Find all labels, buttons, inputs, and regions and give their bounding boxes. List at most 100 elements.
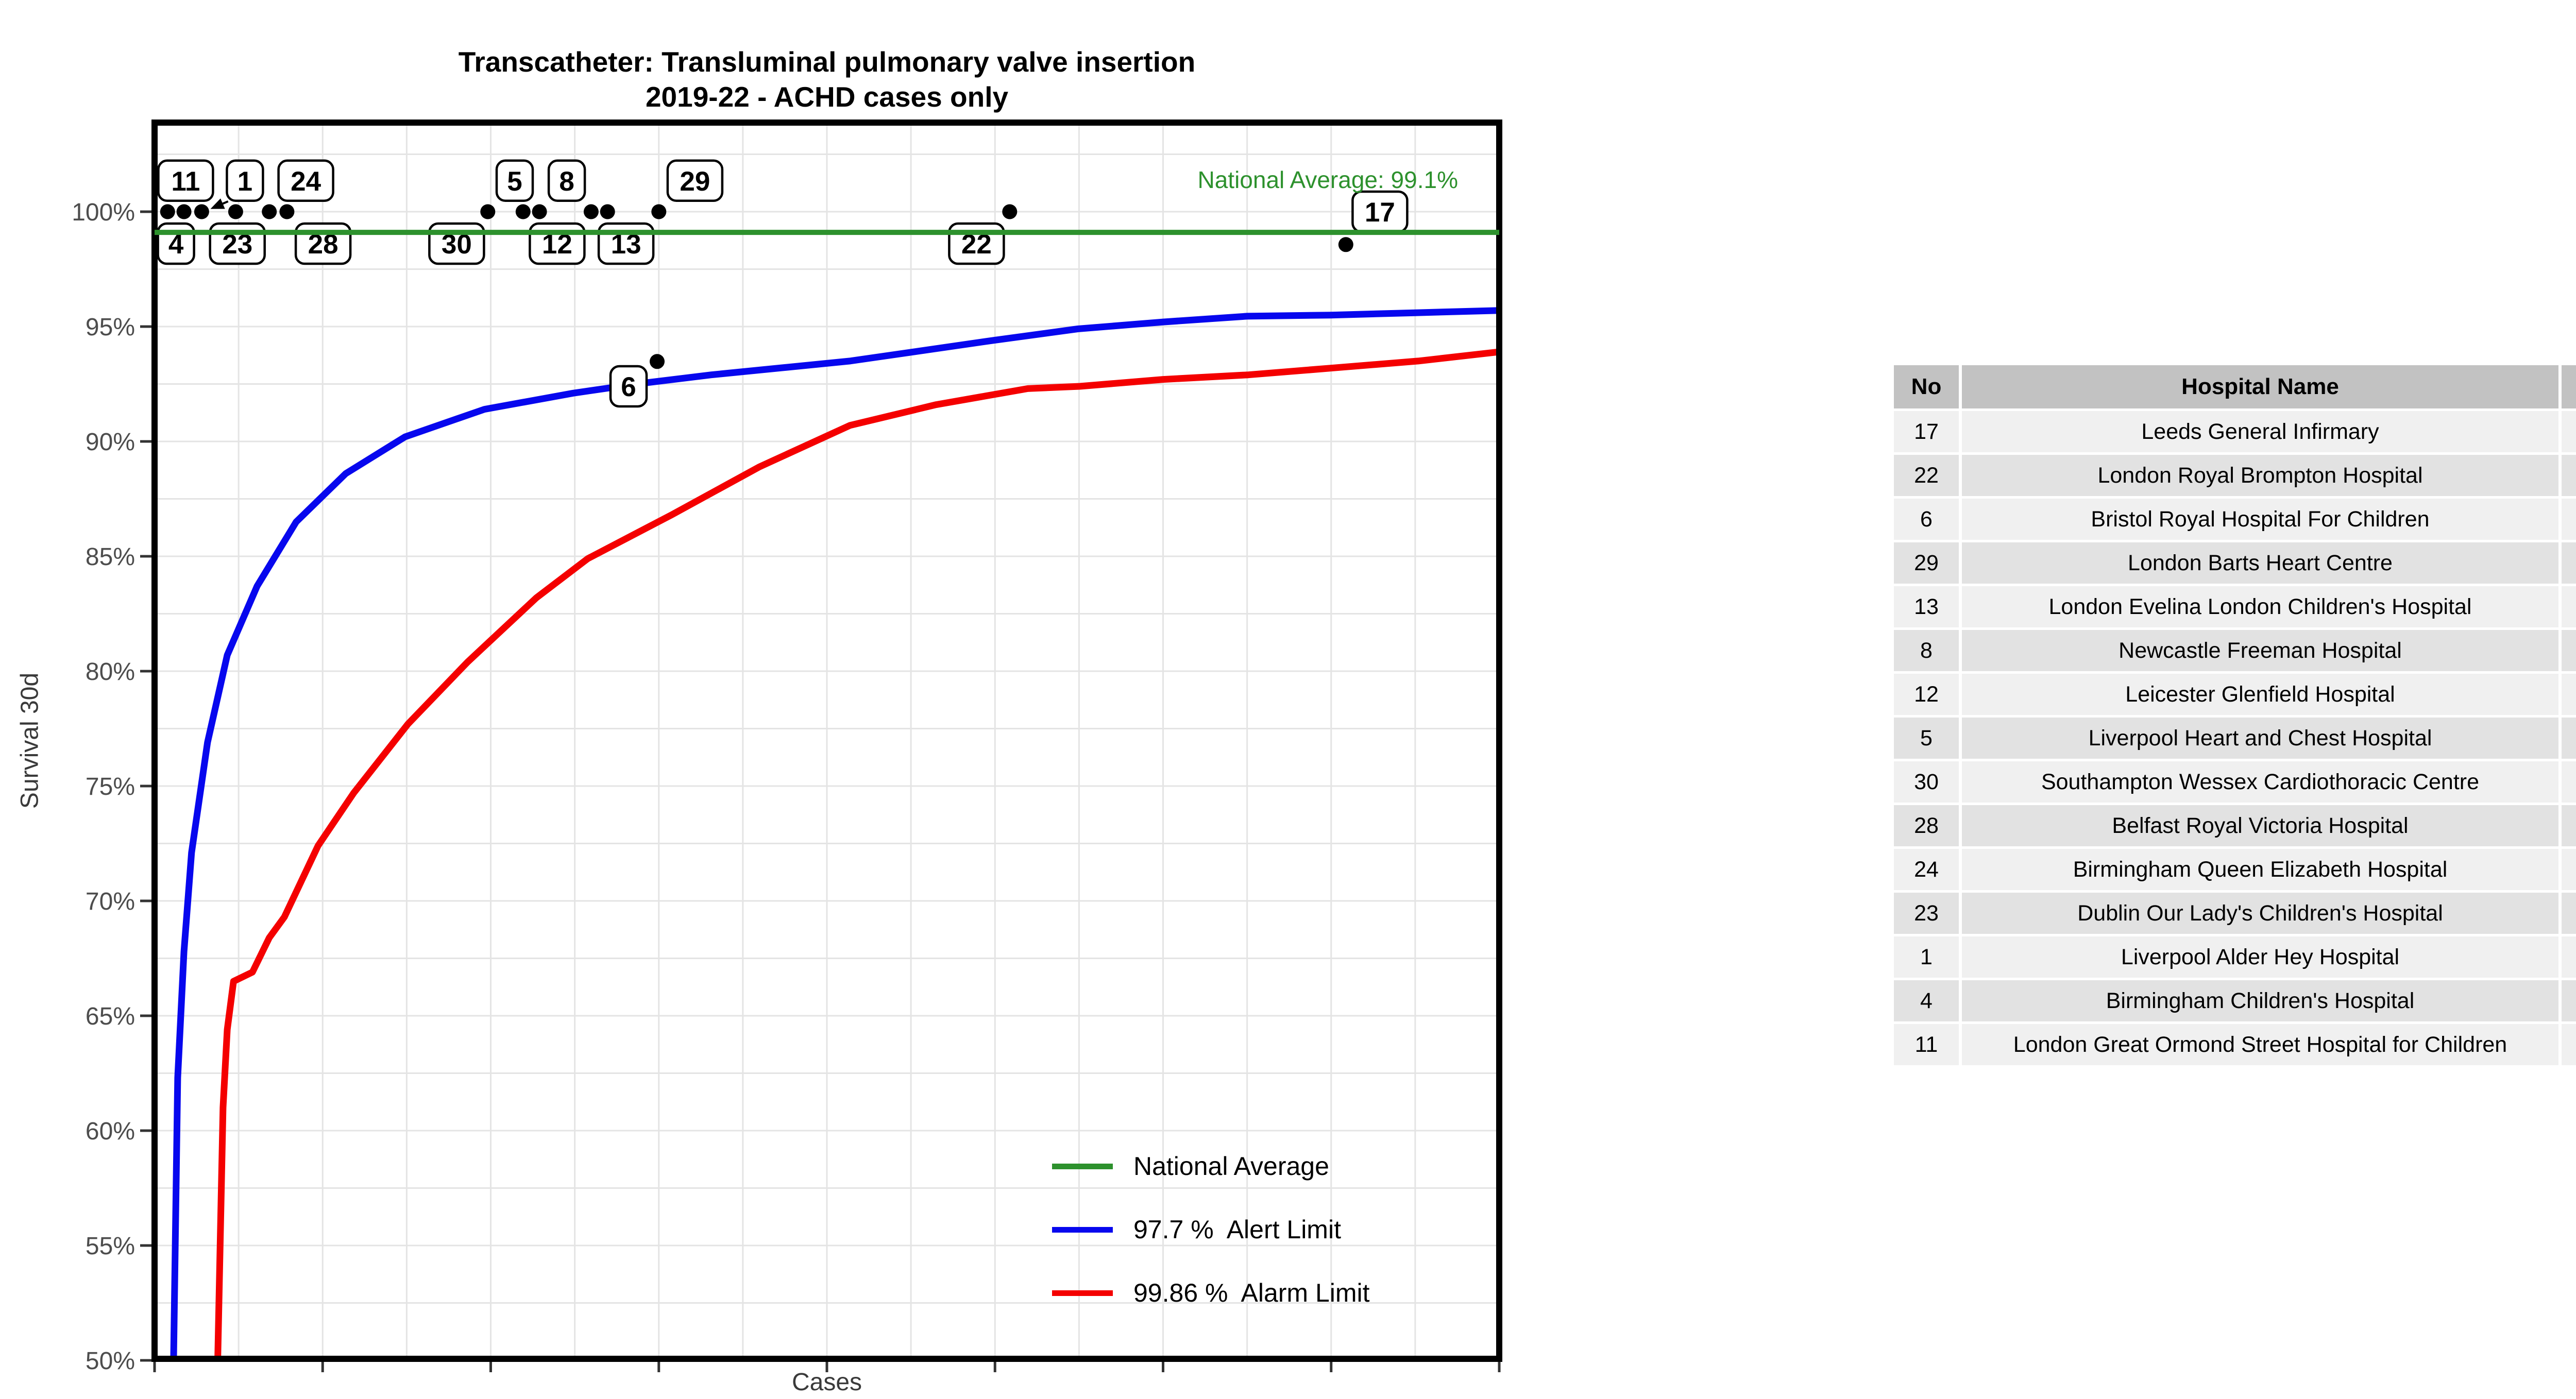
point-label-13: 13 bbox=[597, 222, 655, 265]
legend-label: National Average bbox=[1133, 1152, 1329, 1181]
point-label-11: 11 bbox=[157, 159, 214, 202]
hospital-dot bbox=[176, 204, 192, 219]
table-cell-hospital-name: London Great Ormond Street Hospital for … bbox=[1962, 1024, 2558, 1065]
hospital-dot bbox=[228, 204, 243, 219]
legend-item-alert-limit: 97.7 % Alert Limit bbox=[1052, 1206, 1370, 1253]
table-cell-no: 30 bbox=[1894, 761, 1959, 803]
table-cell-no: 28 bbox=[1894, 805, 1959, 846]
gridlines bbox=[155, 123, 1499, 1359]
y-tick-label: 50% bbox=[86, 1347, 135, 1375]
table-cell-hospital-name: Leicester Glenfield Hospital bbox=[1962, 674, 2558, 715]
point-label-5: 5 bbox=[495, 159, 534, 202]
table-cell-no: 5 bbox=[1894, 718, 1959, 759]
hospital-dot bbox=[480, 204, 496, 219]
hospital-dot bbox=[262, 204, 277, 219]
hospital-dot bbox=[160, 204, 175, 219]
hospital-dot bbox=[1002, 204, 1018, 219]
table-cell-no: 22 bbox=[1894, 455, 1959, 496]
table-cell-no: 6 bbox=[1894, 499, 1959, 540]
alert-limit-line bbox=[170, 307, 1499, 1359]
table-cell-survival: 100% bbox=[2562, 849, 2576, 890]
hospital-dot bbox=[650, 354, 665, 369]
table-cell-survival: 99% bbox=[2562, 411, 2576, 452]
table-cell-no: 12 bbox=[1894, 674, 1959, 715]
table-cell-survival: 100% bbox=[2562, 674, 2576, 715]
hospital-dot bbox=[515, 204, 531, 219]
table-cell-no: 17 bbox=[1894, 411, 1959, 452]
table-cell-hospital-name: Bristol Royal Hospital For Children bbox=[1962, 499, 2558, 540]
national-average-line-swatch bbox=[1052, 1163, 1113, 1169]
point-label-4: 4 bbox=[157, 222, 195, 265]
table-header-hospital-name: Hospital Name bbox=[1962, 365, 2558, 408]
table-cell-hospital-name: Birmingham Children's Hospital bbox=[1962, 980, 2558, 1021]
table-cell-no: 13 bbox=[1894, 586, 1959, 627]
table-cell-no: 24 bbox=[1894, 849, 1959, 890]
table-cell-survival: 100% bbox=[2562, 805, 2576, 846]
alarm-limit-line-swatch bbox=[1052, 1290, 1113, 1296]
chart-title: Transcatheter: Transluminal pulmonary va… bbox=[155, 44, 1499, 114]
y-tick-label: 90% bbox=[86, 429, 135, 456]
chart-title-line2: 2019-22 - ACHD cases only bbox=[645, 81, 1009, 113]
svg-text:8: 8 bbox=[559, 166, 574, 197]
table-cell-no: 1 bbox=[1894, 936, 1959, 978]
y-tick-label: 95% bbox=[86, 314, 135, 341]
point-label-22: 22 bbox=[948, 222, 1005, 265]
table-cell-hospital-name: London Royal Brompton Hospital bbox=[1962, 455, 2558, 496]
y-tick-label: 85% bbox=[86, 543, 135, 571]
table-cell-survival: 100% bbox=[2562, 455, 2576, 496]
point-label-29: 29 bbox=[666, 159, 724, 202]
point-label-17: 17 bbox=[1351, 190, 1409, 233]
label-arrow bbox=[210, 198, 229, 209]
point-label-6: 6 bbox=[609, 365, 648, 408]
table-cell-survival: 100% bbox=[2562, 542, 2576, 584]
alarm-limit-line bbox=[214, 348, 1499, 1359]
table-cell-survival: 100% bbox=[2562, 761, 2576, 803]
table-cell-hospital-name: Newcastle Freeman Hospital bbox=[1962, 630, 2558, 671]
table-cell-survival: 100% bbox=[2562, 936, 2576, 978]
table-cell-no: 23 bbox=[1894, 893, 1959, 934]
table-cell-survival: 100% bbox=[2562, 718, 2576, 759]
svg-text:11: 11 bbox=[171, 166, 200, 197]
hospital-dot bbox=[1338, 237, 1353, 252]
table-cell-hospital-name: Belfast Royal Victoria Hospital bbox=[1962, 805, 2558, 846]
table-cell-survival: 100% bbox=[2562, 893, 2576, 934]
svg-text:17: 17 bbox=[1365, 197, 1395, 228]
y-tick-label: 100% bbox=[72, 199, 135, 226]
table-header-no: No bbox=[1894, 365, 1959, 408]
table-cell-survival: 100% bbox=[2562, 630, 2576, 671]
table-cell-survival: 100% bbox=[2562, 1024, 2576, 1065]
table-cell-no: 8 bbox=[1894, 630, 1959, 671]
point-label-1: 1 bbox=[226, 159, 264, 202]
table-cell-no: 11 bbox=[1894, 1024, 1959, 1065]
table-cell-survival: 100% bbox=[2562, 980, 2576, 1021]
point-label-8: 8 bbox=[547, 159, 586, 202]
y-tick-label: 65% bbox=[86, 1003, 135, 1030]
legend-label: 97.7 % Alert Limit bbox=[1133, 1215, 1341, 1244]
svg-text:24: 24 bbox=[291, 166, 321, 197]
table-cell-hospital-name: Liverpool Alder Hey Hospital bbox=[1962, 936, 2558, 978]
y-tick-label: 70% bbox=[86, 888, 135, 915]
hospital-dot bbox=[600, 204, 615, 219]
hospital-dot bbox=[532, 204, 547, 219]
table-header-survival: Survival 30d bbox=[2562, 365, 2576, 408]
svg-text:5: 5 bbox=[507, 166, 522, 197]
table-cell-survival: 93% bbox=[2562, 499, 2576, 540]
table-cell-hospital-name: London Barts Heart Centre bbox=[1962, 542, 2558, 584]
table-cell-hospital-name: Southampton Wessex Cardiothoracic Centre bbox=[1962, 761, 2558, 803]
national-average-annotation: National Average: 99.1% bbox=[1197, 166, 1458, 193]
point-label-28: 28 bbox=[294, 222, 352, 265]
survival-funnel-chart: 100%95%90%85%80%75%70%65%60%55%50%11 1 24 5… bbox=[72, 120, 1502, 1375]
chart-title-line1: Transcatheter: Transluminal pulmonary va… bbox=[458, 46, 1196, 78]
hospital-dot bbox=[279, 204, 295, 219]
hospital-dot bbox=[194, 204, 209, 219]
chart-legend: National Average 97.7 % Alert Limit 99.8… bbox=[1052, 1142, 1370, 1333]
alert-limit-line-swatch bbox=[1052, 1226, 1113, 1233]
table-cell-hospital-name: Liverpool Heart and Chest Hospital bbox=[1962, 718, 2558, 759]
y-tick-label: 75% bbox=[86, 773, 135, 800]
table-cell-hospital-name: London Evelina London Children's Hospita… bbox=[1962, 586, 2558, 627]
y-axis-label: Survival 30d bbox=[16, 672, 44, 809]
svg-text:29: 29 bbox=[680, 166, 710, 197]
point-label-24: 24 bbox=[277, 159, 334, 202]
svg-text:1: 1 bbox=[238, 166, 252, 197]
